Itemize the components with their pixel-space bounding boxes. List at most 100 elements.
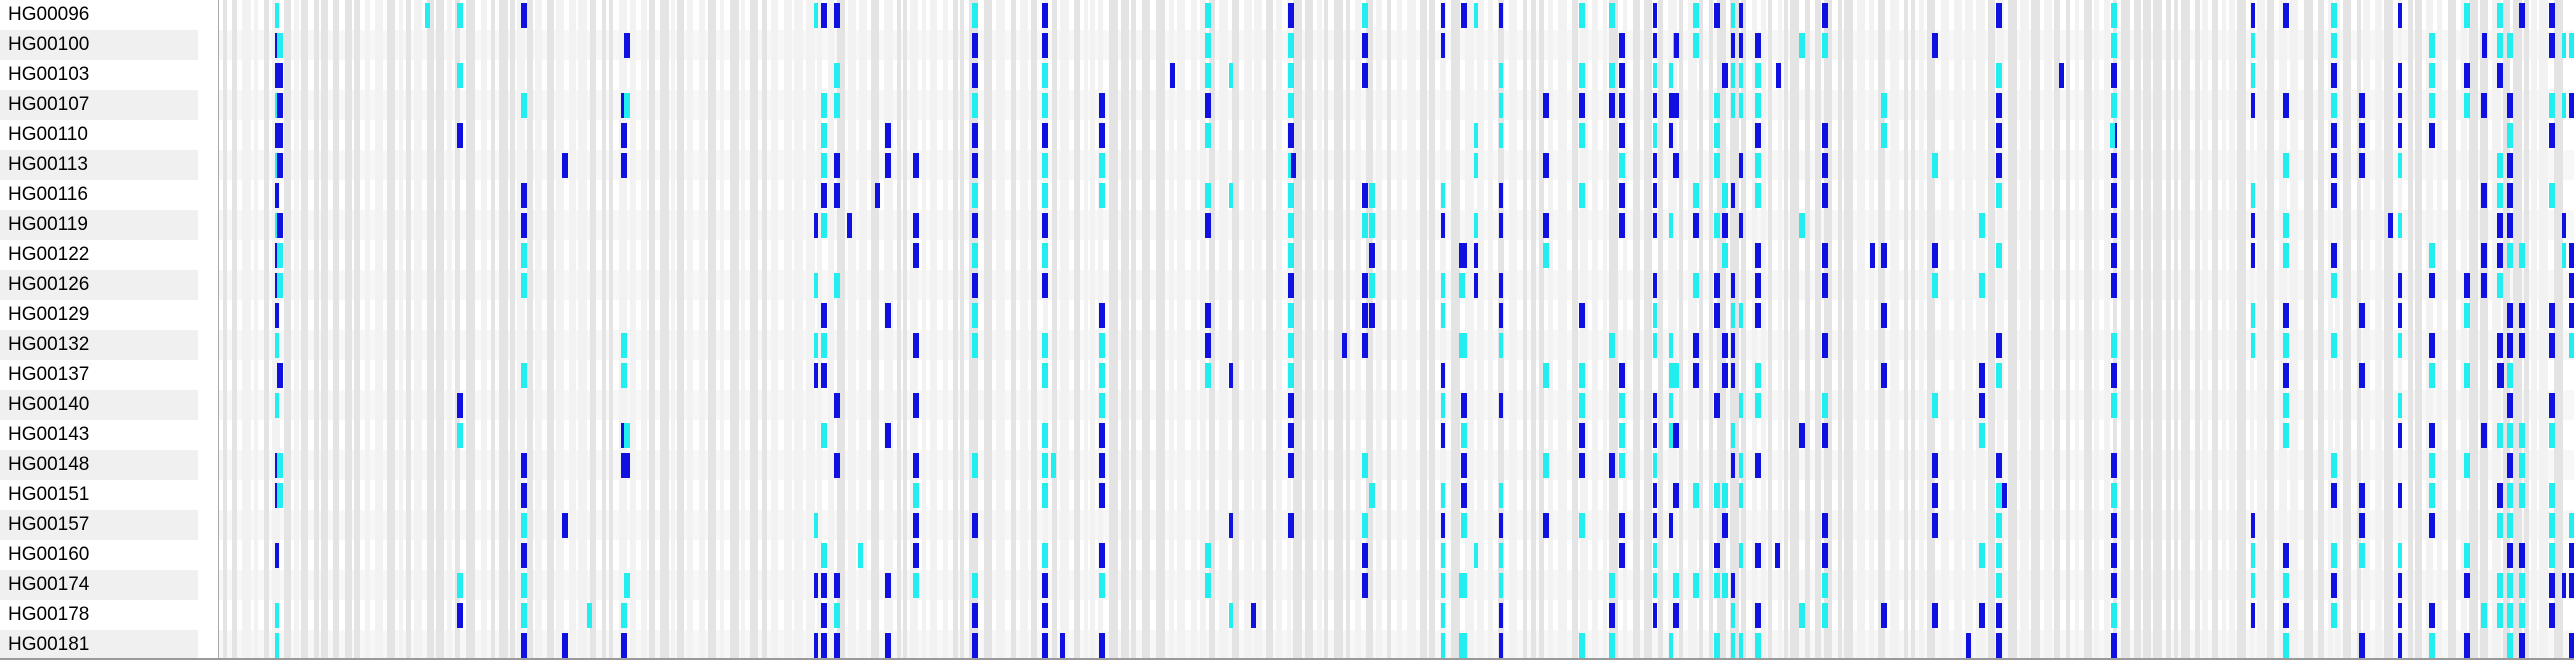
genotype-cell-icon <box>1251 603 1256 628</box>
sample-label-hg00110[interactable]: HG00110 <box>8 124 88 145</box>
genotype-cell-icon <box>1499 303 1503 328</box>
genotype-cell-icon <box>1755 543 1761 568</box>
genotype-cell-icon <box>277 483 283 508</box>
genotype-cell-icon <box>2283 303 2289 328</box>
genotype-cell-icon <box>1362 543 1368 568</box>
genotype-cell-icon <box>1441 393 1445 418</box>
sample-label-hg00160[interactable]: HG00160 <box>8 544 90 565</box>
genotype-cell-icon <box>2519 303 2525 328</box>
genotype-cell-icon <box>1042 33 1048 58</box>
variant-column <box>2448 0 2456 660</box>
genotype-cell-icon <box>1881 303 1887 328</box>
variant-column <box>1244 0 1252 660</box>
sample-label-hg00132[interactable]: HG00132 <box>0 330 198 360</box>
genotype-cell-icon <box>972 453 978 478</box>
sample-label-hg00126[interactable]: HG00126 <box>0 270 198 300</box>
variant-genotype-track[interactable] <box>219 0 2574 660</box>
genotype-cell-icon <box>2519 333 2525 358</box>
variant-column <box>996 0 1005 660</box>
sample-label-hg00181[interactable]: HG00181 <box>0 630 198 660</box>
genotype-cell-icon <box>2429 93 2435 118</box>
variant-column <box>720 0 724 660</box>
genotype-cell-icon <box>2398 573 2402 598</box>
variant-column <box>784 0 792 660</box>
genotype-cell-icon <box>1755 303 1761 328</box>
genotype-cell-icon <box>2569 573 2574 598</box>
genotype-cell-icon <box>521 93 527 118</box>
sample-label-hg00107[interactable]: HG00107 <box>0 90 198 120</box>
sample-label-hg00096[interactable]: HG00096 <box>8 4 90 25</box>
genotype-cell-icon <box>2497 423 2503 448</box>
genotype-cell-icon <box>275 633 279 658</box>
sample-label-hg00157[interactable]: HG00157 <box>0 510 198 540</box>
genotype-cell-icon <box>834 453 840 478</box>
genotype-cell-icon <box>2497 183 2503 208</box>
genotype-cell-icon <box>1714 3 1720 28</box>
variant-column <box>677 0 684 660</box>
genotype-cell-icon <box>2251 183 2255 208</box>
genotype-cell-icon <box>2111 213 2117 238</box>
genotype-cell-icon <box>1822 243 1828 268</box>
variant-column <box>2250 0 2254 660</box>
variant-column <box>1790 0 1799 660</box>
genotype-cell-icon <box>1205 63 1211 88</box>
genotype-cell-icon <box>1579 93 1585 118</box>
genotype-cell-icon <box>1042 423 1048 448</box>
genotype-cell-icon <box>1499 543 1503 568</box>
sample-label-hg00129[interactable]: HG00129 <box>8 304 90 325</box>
sample-label-hg00178[interactable]: HG00178 <box>8 604 90 625</box>
variant-column <box>1060 0 1069 660</box>
genotype-cell-icon <box>1499 273 1503 298</box>
sample-label-hg00151[interactable]: HG00151 <box>8 484 90 505</box>
genotype-cell-icon <box>1543 243 1549 268</box>
genotype-cell-icon <box>1369 273 1375 298</box>
sample-label-hg00119[interactable]: HG00119 <box>0 210 198 240</box>
variant-column <box>1761 0 1766 660</box>
variant-column <box>2212 0 2218 660</box>
genotype-cell-icon <box>2359 633 2365 658</box>
variant-column <box>960 0 964 660</box>
sample-label-hg00140[interactable]: HG00140 <box>0 390 198 420</box>
sample-label-hg00100[interactable]: HG00100 <box>0 30 198 60</box>
genotype-cell-icon <box>624 573 630 598</box>
sample-label-hg00113[interactable]: HG00113 <box>0 150 198 180</box>
variant-column <box>254 0 258 660</box>
genotype-cell-icon <box>2569 633 2574 658</box>
variant-column <box>1334 0 1343 660</box>
variant-column <box>387 0 395 660</box>
genotype-cell-icon <box>1099 183 1105 208</box>
genotype-cell-icon <box>2464 273 2470 298</box>
sample-label-hg00174[interactable]: HG00174 <box>0 570 198 600</box>
genotype-cell-icon <box>2251 33 2255 58</box>
panel-divider[interactable] <box>218 0 219 660</box>
genotype-cell-icon <box>1996 3 2002 28</box>
genotype-cell-icon <box>1996 603 2002 628</box>
genotype-cell-icon <box>1996 483 2002 508</box>
variant-column <box>1717 0 1726 660</box>
genotype-cell-icon <box>1996 183 2002 208</box>
variant-column <box>2408 0 2413 660</box>
sample-label-hg00143[interactable]: HG00143 <box>8 424 90 445</box>
sample-label-hg00122[interactable]: HG00122 <box>8 244 90 265</box>
genotype-cell-icon <box>2283 603 2289 628</box>
sample-label-hg00148[interactable]: HG00148 <box>0 450 198 480</box>
genotype-cell-icon <box>2331 333 2337 358</box>
genotype-cell-icon <box>2111 603 2117 628</box>
genotype-cell-icon <box>1441 483 1445 508</box>
genotype-cell-icon <box>2569 543 2574 568</box>
sample-label-hg00116[interactable]: HG00116 <box>8 184 88 205</box>
sample-label-hg00137[interactable]: HG00137 <box>8 364 90 385</box>
genotype-cell-icon <box>1099 633 1105 658</box>
genotype-cell-icon <box>1755 93 1761 118</box>
variant-column <box>1031 0 1037 660</box>
genotype-cell-icon <box>1755 393 1761 418</box>
genotype-cell-icon <box>1669 123 1673 148</box>
genotype-cell-icon <box>2398 333 2402 358</box>
genotype-cell-icon <box>2251 603 2255 628</box>
genotype-cell-icon <box>1499 63 1503 88</box>
genotype-cell-icon <box>1996 573 2002 598</box>
genotype-cell-icon <box>1474 213 1478 238</box>
sample-label-hg00103[interactable]: HG00103 <box>8 64 90 85</box>
genotype-cell-icon <box>2429 123 2435 148</box>
genotype-cell-icon <box>1619 543 1625 568</box>
